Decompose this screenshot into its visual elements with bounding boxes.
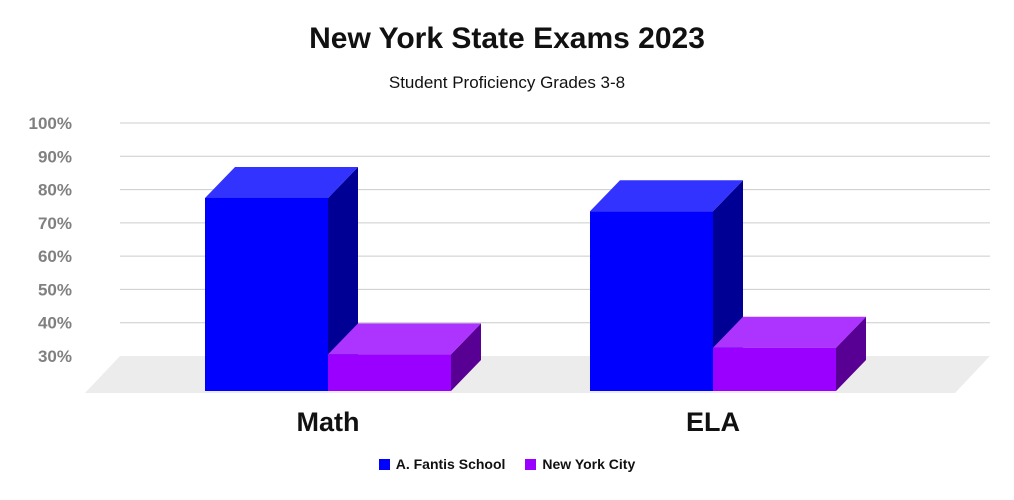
- legend-item-series-1: A. Fantis School: [378, 456, 506, 472]
- legend-label-series-1: A. Fantis School: [395, 456, 506, 472]
- bar-top-face: [205, 166, 358, 198]
- y-tick-label: 50%: [38, 280, 72, 299]
- legend: A. Fantis School New York City: [0, 456, 1014, 472]
- x-category-label: Math: [297, 407, 360, 437]
- y-tick-label: 80%: [38, 181, 72, 200]
- bar-top-face: [713, 316, 866, 348]
- bar-front-face: [590, 211, 713, 391]
- bar-math-2: [328, 323, 481, 391]
- legend-item-series-2: New York City: [525, 456, 635, 472]
- bar-front-face: [328, 354, 451, 391]
- bar-front-face: [205, 197, 328, 391]
- chart-title: New York State Exams 2023: [309, 22, 705, 55]
- legend-label-series-2: New York City: [542, 456, 636, 472]
- bar-top-face: [328, 323, 481, 355]
- y-tick-label: 70%: [38, 214, 72, 233]
- bar-front-face: [713, 347, 836, 391]
- y-tick-label: 90%: [38, 147, 72, 166]
- y-tick-label: 100%: [29, 114, 72, 133]
- bar-ela-2: [713, 316, 866, 391]
- chart-subtitle: Student Proficiency Grades 3-8: [388, 73, 626, 92]
- bar-chart-plot: 100% 90% 80% 70% 60% 50% 40% 30% Math ELA: [29, 114, 990, 437]
- y-tick-label: 40%: [38, 314, 72, 333]
- bar-top-face: [590, 180, 743, 212]
- bar-side-face: [451, 323, 481, 391]
- legend-swatch-series-2: [525, 458, 537, 470]
- legend-swatch-series-1: [378, 458, 390, 470]
- y-tick-label: 60%: [38, 247, 72, 266]
- bar-ela-1: [590, 180, 743, 391]
- x-category-label: ELA: [686, 407, 740, 437]
- bar-side-face: [836, 316, 866, 391]
- y-tick-label: 30%: [38, 347, 72, 366]
